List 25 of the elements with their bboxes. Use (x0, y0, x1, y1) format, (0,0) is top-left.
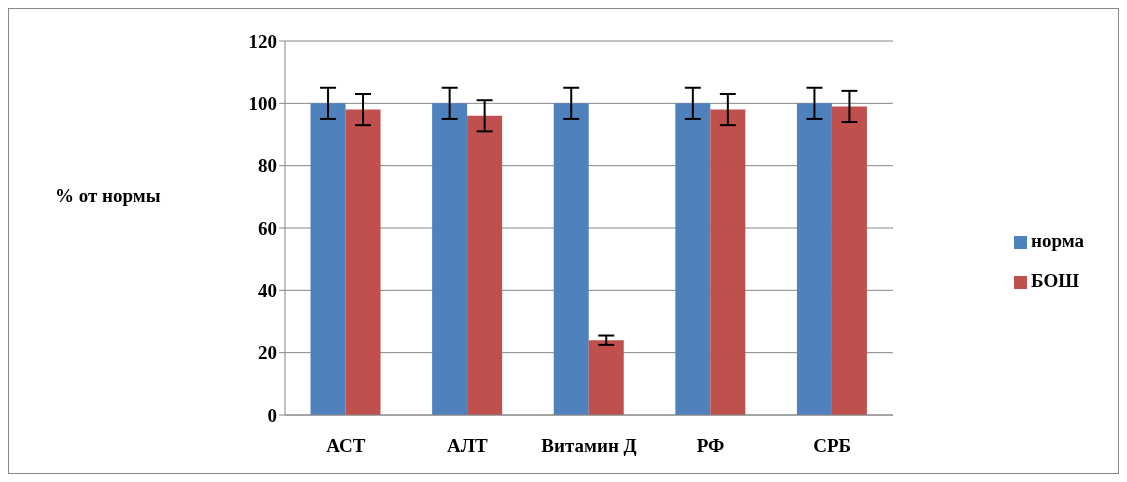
x-tick-label: Витамин Д (541, 435, 637, 457)
y-tick-label: 100 (248, 93, 277, 115)
y-tick-label: 0 (267, 404, 277, 426)
y-tick-label: 80 (258, 155, 277, 177)
bar (467, 115, 503, 415)
bar (345, 109, 381, 415)
y-tick-label: 40 (258, 280, 277, 302)
legend-label: БОШ (1031, 270, 1080, 291)
x-tick-label: РФ (696, 435, 725, 457)
x-tick-label: СРБ (813, 435, 852, 457)
x-tick-label: АЛТ (447, 435, 488, 457)
bar (588, 340, 624, 415)
bar (831, 106, 867, 415)
bar (432, 103, 468, 415)
bar (553, 103, 589, 415)
bar (796, 103, 832, 415)
bar (675, 103, 711, 415)
y-axis-title: % от нормы (55, 185, 161, 207)
bar (310, 103, 346, 415)
y-tick-label: 60 (258, 217, 277, 239)
legend-label: норма (1031, 230, 1085, 251)
y-tick-label: 120 (248, 30, 277, 52)
y-tick-label: 20 (258, 342, 277, 364)
x-tick-label: АСТ (326, 435, 366, 457)
bar (710, 109, 746, 415)
